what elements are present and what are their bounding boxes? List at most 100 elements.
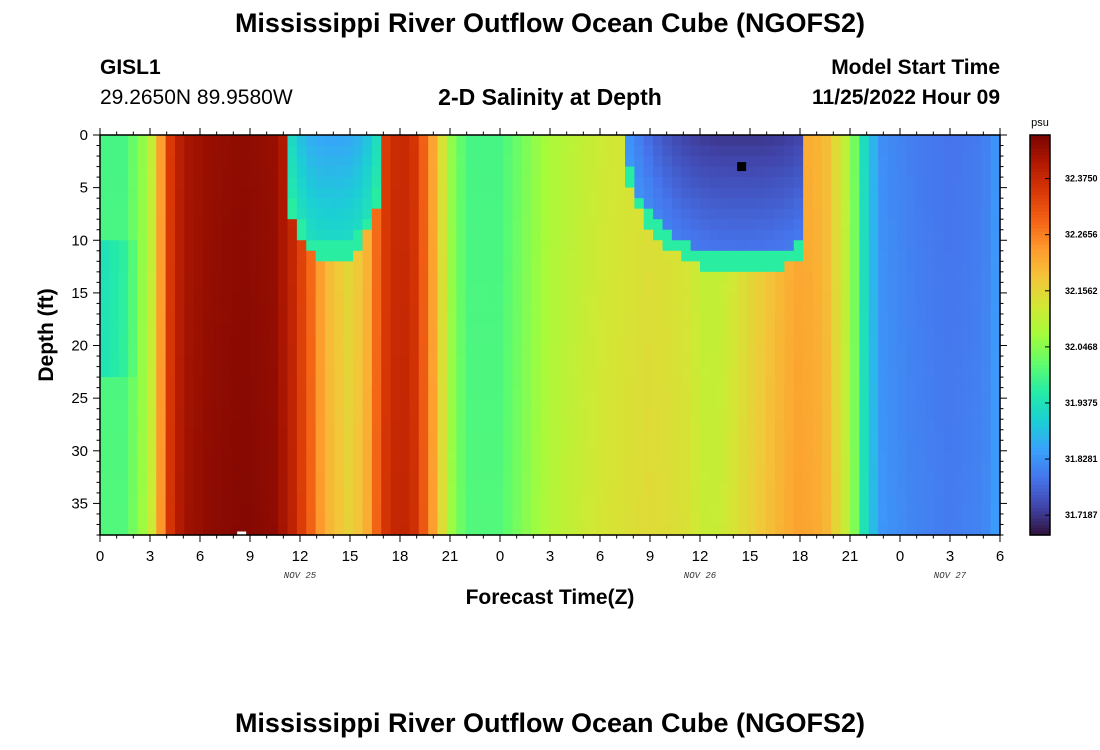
heatmap-cell <box>643 429 654 441</box>
heatmap-cell <box>268 419 279 431</box>
heatmap-cell <box>418 282 429 294</box>
heatmap-cell <box>418 303 429 315</box>
heatmap-cell <box>896 366 907 378</box>
heatmap-cell <box>334 292 345 305</box>
heatmap-cell <box>118 166 129 178</box>
heatmap-cell <box>878 198 889 210</box>
heatmap-cell <box>156 208 167 220</box>
heatmap-cell <box>878 419 889 431</box>
heatmap-cell <box>325 135 335 147</box>
heatmap-cell <box>475 324 485 336</box>
heatmap-cell <box>981 345 992 357</box>
heatmap-cell <box>831 429 842 441</box>
heatmap-cell <box>381 198 392 210</box>
heatmap-cell <box>484 356 495 368</box>
heatmap-cell <box>521 229 532 241</box>
heatmap-cell <box>850 471 860 483</box>
heatmap-cell <box>259 345 270 357</box>
heatmap-cell <box>587 292 598 305</box>
heatmap-cell <box>681 366 692 378</box>
heatmap-cell <box>765 187 776 199</box>
heatmap-cell <box>578 135 589 147</box>
colorbar-swatch <box>1030 278 1050 283</box>
heatmap-cell <box>512 292 523 305</box>
heatmap-cell <box>887 503 898 515</box>
heatmap-cell <box>934 345 945 357</box>
heatmap-cell <box>859 513 870 526</box>
heatmap-cell <box>203 377 214 389</box>
heatmap-cell <box>512 166 523 178</box>
heatmap-cell <box>690 419 701 431</box>
heatmap-cell <box>943 282 954 294</box>
heatmap-cell <box>662 292 673 305</box>
colorbar-swatch <box>1030 408 1050 413</box>
heatmap-cell <box>306 229 317 241</box>
heatmap-cell <box>596 513 607 526</box>
y-tick-label: 0 <box>80 127 88 144</box>
heatmap-cell <box>962 524 973 536</box>
heatmap-cell <box>109 219 120 231</box>
heatmap-cell <box>146 187 157 199</box>
heatmap-cell <box>343 198 354 210</box>
heatmap-cell <box>137 482 148 494</box>
heatmap-cell <box>671 524 682 536</box>
heatmap-cell <box>521 482 532 494</box>
heatmap-cell <box>334 345 345 357</box>
heatmap-cell <box>325 513 335 526</box>
heatmap-cell <box>634 313 645 326</box>
heatmap-cell <box>634 198 645 210</box>
heatmap-cell <box>428 177 439 189</box>
heatmap-cell <box>315 450 326 462</box>
heatmap-cell <box>193 503 204 515</box>
heatmap-cell <box>596 271 607 283</box>
heatmap-cell <box>175 250 185 262</box>
heatmap-cell <box>221 408 232 420</box>
heatmap-cell <box>437 145 448 157</box>
colorbar-swatch <box>1030 451 1050 456</box>
heatmap-cell <box>634 208 645 220</box>
heatmap-cell <box>775 366 785 378</box>
heatmap-cell <box>503 240 514 252</box>
heatmap-cell <box>587 471 598 483</box>
heatmap-cell <box>175 419 185 431</box>
heatmap-cell <box>484 156 495 168</box>
heatmap-cell <box>559 492 570 505</box>
heatmap-cell <box>568 461 579 473</box>
heatmap-cell <box>868 240 879 252</box>
heatmap-cell <box>343 345 354 357</box>
heatmap-cell <box>100 250 110 262</box>
colorbar-swatch <box>1030 498 1050 503</box>
heatmap-cell <box>962 240 973 252</box>
colorbar-swatch <box>1030 428 1050 433</box>
heatmap-cell <box>306 240 317 252</box>
heatmap-cell <box>175 387 185 399</box>
heatmap-cell <box>943 429 954 441</box>
heatmap-cell <box>465 471 476 483</box>
heatmap-cell <box>268 387 279 399</box>
heatmap-cell <box>868 271 879 283</box>
heatmap-cell <box>568 187 579 199</box>
heatmap-cell <box>690 156 701 168</box>
heatmap-cell <box>306 208 317 220</box>
heatmap-cell <box>165 450 176 462</box>
heatmap-cell <box>118 366 129 378</box>
heatmap-cell <box>287 503 298 515</box>
heatmap-cell <box>896 513 907 526</box>
heatmap-cell <box>962 208 973 220</box>
heatmap-cell <box>540 356 551 368</box>
colorbar-swatch <box>1030 521 1050 526</box>
heatmap-cell <box>887 156 898 168</box>
heatmap-cell <box>934 261 945 273</box>
heatmap-cell <box>840 156 851 168</box>
heatmap-cell <box>146 471 157 483</box>
heatmap-cell <box>906 250 917 262</box>
heatmap-cell <box>850 377 860 389</box>
heatmap-cell <box>287 166 298 178</box>
heatmap-cell <box>315 198 326 210</box>
heatmap-cell <box>278 229 289 241</box>
heatmap-cell <box>906 503 917 515</box>
heatmap-cell <box>409 156 420 168</box>
heatmap-cell <box>681 524 692 536</box>
heatmap-cell <box>634 156 645 168</box>
heatmap-cell <box>184 198 195 210</box>
